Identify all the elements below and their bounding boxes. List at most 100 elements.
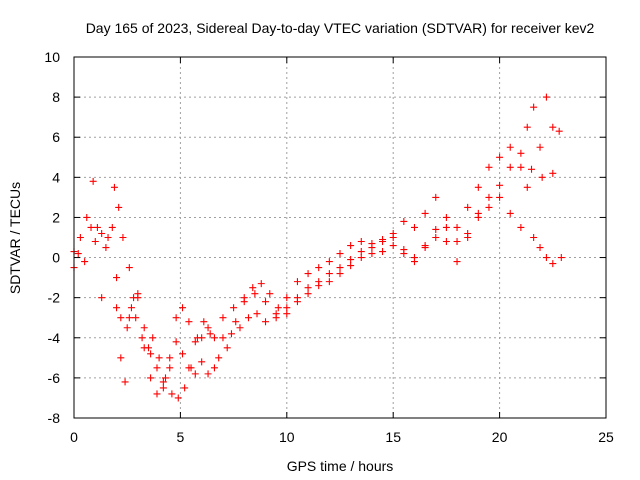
data-point	[74, 250, 82, 258]
data-point	[251, 290, 259, 298]
data-point	[283, 310, 291, 318]
data-point	[162, 374, 170, 382]
data-point	[230, 304, 238, 312]
data-point	[240, 294, 248, 302]
y-tick-label: 10	[44, 49, 60, 65]
data-point	[453, 223, 461, 231]
data-point	[89, 177, 97, 185]
data-point	[389, 234, 397, 241]
data-point	[204, 370, 212, 378]
data-point	[93, 223, 101, 231]
data-point	[262, 298, 270, 306]
data-point	[517, 149, 525, 157]
data-point	[115, 203, 123, 211]
data-point	[325, 258, 333, 266]
axis-ticks: 0 5 10 15 20 25 -8 -6 -4 -2 0 2 4 6 8 10	[44, 49, 614, 445]
data-point	[166, 364, 174, 372]
data-point	[528, 165, 536, 173]
x-tick-label: 0	[70, 429, 78, 445]
data-point	[549, 260, 557, 268]
data-point	[442, 223, 450, 231]
data-point	[549, 169, 557, 177]
data-point	[104, 234, 112, 241]
data-point	[496, 181, 504, 189]
data-point	[474, 183, 482, 191]
data-point	[166, 354, 174, 362]
data-point	[432, 225, 440, 233]
data-point	[219, 314, 227, 322]
data-point	[485, 193, 493, 201]
data-point	[325, 270, 333, 278]
data-point	[110, 183, 118, 191]
data-point	[523, 183, 531, 191]
data-point	[232, 318, 240, 326]
y-tick-label: 4	[52, 169, 60, 185]
data-point	[172, 338, 180, 346]
data-point	[125, 264, 133, 272]
data-point	[215, 354, 223, 362]
data-point	[236, 324, 244, 332]
data-point	[159, 384, 167, 392]
data-point	[283, 294, 291, 302]
data-point	[474, 209, 482, 217]
data-point	[536, 244, 544, 252]
y-tick-label: 6	[52, 129, 60, 145]
data-point	[181, 384, 189, 392]
data-point	[368, 240, 376, 248]
data-point	[191, 370, 199, 378]
data-point	[198, 358, 206, 366]
y-tick-label: -2	[48, 290, 61, 306]
data-point	[127, 304, 135, 312]
data-point	[379, 238, 387, 246]
data-point	[204, 324, 212, 332]
data-point	[168, 390, 176, 398]
data-point	[140, 324, 148, 332]
data-point	[153, 364, 161, 372]
data-point	[293, 278, 301, 286]
data-point	[98, 294, 106, 302]
data-point	[485, 163, 493, 171]
data-point	[257, 280, 265, 288]
data-point	[179, 350, 187, 358]
data-point	[464, 234, 472, 241]
data-point	[200, 318, 208, 326]
data-point	[108, 223, 116, 231]
data-point	[347, 262, 355, 270]
data-point	[485, 203, 493, 211]
data-point	[113, 274, 121, 282]
data-point	[557, 254, 565, 262]
data-point	[153, 390, 161, 398]
data-point	[432, 193, 440, 201]
data-point	[421, 242, 429, 250]
x-tick-label: 20	[492, 429, 508, 445]
data-point	[506, 163, 514, 171]
data-point	[304, 270, 312, 278]
data-point	[555, 127, 563, 135]
data-point	[138, 334, 146, 342]
data-point	[262, 318, 270, 326]
y-tick-label: 0	[52, 250, 60, 266]
data-point	[538, 173, 546, 181]
data-point	[272, 310, 280, 318]
data-point	[536, 143, 544, 151]
data-point	[91, 238, 99, 246]
data-point	[453, 258, 461, 266]
data-point	[274, 304, 282, 312]
data-point	[442, 238, 450, 246]
data-point	[117, 354, 125, 362]
x-tick-label: 15	[385, 429, 401, 445]
chart-title: Day 165 of 2023, Sidereal Day-to-day VTE…	[86, 20, 595, 36]
data-point	[87, 223, 95, 231]
data-point	[530, 234, 538, 241]
data-point	[389, 242, 397, 250]
data-point	[410, 223, 418, 231]
data-point	[283, 304, 291, 312]
data-point	[368, 250, 376, 258]
data-point	[147, 374, 155, 382]
data-point	[172, 314, 180, 322]
data-point	[198, 334, 206, 342]
data-point	[506, 209, 514, 217]
data-point	[357, 254, 365, 262]
data-point	[249, 284, 257, 292]
